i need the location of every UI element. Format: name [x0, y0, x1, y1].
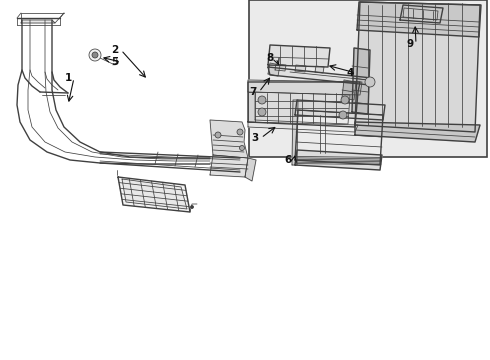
Text: 6: 6: [284, 155, 292, 165]
Text: 7: 7: [249, 87, 257, 97]
Polygon shape: [275, 64, 286, 71]
Polygon shape: [21, 20, 55, 23]
Circle shape: [240, 145, 245, 150]
Text: 2: 2: [111, 45, 119, 55]
Polygon shape: [210, 120, 248, 158]
Text: 3: 3: [251, 133, 259, 143]
Circle shape: [92, 52, 98, 58]
Bar: [249, 0, 487, 157]
Polygon shape: [248, 92, 255, 122]
Polygon shape: [248, 80, 362, 95]
Circle shape: [237, 129, 243, 135]
Circle shape: [339, 111, 347, 119]
Polygon shape: [268, 67, 372, 85]
Text: 9: 9: [406, 39, 414, 49]
Circle shape: [89, 49, 101, 61]
Polygon shape: [352, 48, 370, 114]
Polygon shape: [268, 45, 330, 67]
Polygon shape: [357, 2, 481, 37]
Circle shape: [341, 96, 349, 104]
Circle shape: [191, 206, 194, 208]
Polygon shape: [210, 155, 248, 177]
Circle shape: [215, 132, 221, 138]
Circle shape: [258, 96, 266, 104]
Polygon shape: [248, 82, 360, 127]
Polygon shape: [355, 2, 480, 132]
Polygon shape: [295, 150, 382, 170]
Polygon shape: [245, 158, 256, 181]
Circle shape: [258, 108, 266, 116]
Polygon shape: [118, 177, 190, 212]
Circle shape: [365, 77, 375, 87]
Polygon shape: [292, 100, 298, 165]
Polygon shape: [295, 110, 383, 165]
Text: 1: 1: [64, 73, 72, 83]
Polygon shape: [295, 100, 385, 120]
Polygon shape: [342, 80, 356, 100]
Polygon shape: [403, 8, 438, 20]
Polygon shape: [248, 122, 358, 132]
Polygon shape: [122, 179, 187, 209]
Text: 8: 8: [267, 53, 273, 63]
Polygon shape: [295, 65, 306, 72]
Polygon shape: [355, 122, 480, 142]
Polygon shape: [315, 66, 324, 73]
Polygon shape: [400, 5, 443, 23]
Polygon shape: [268, 63, 280, 76]
Text: 5: 5: [111, 57, 119, 67]
Text: 4: 4: [346, 68, 354, 78]
Polygon shape: [255, 92, 350, 124]
